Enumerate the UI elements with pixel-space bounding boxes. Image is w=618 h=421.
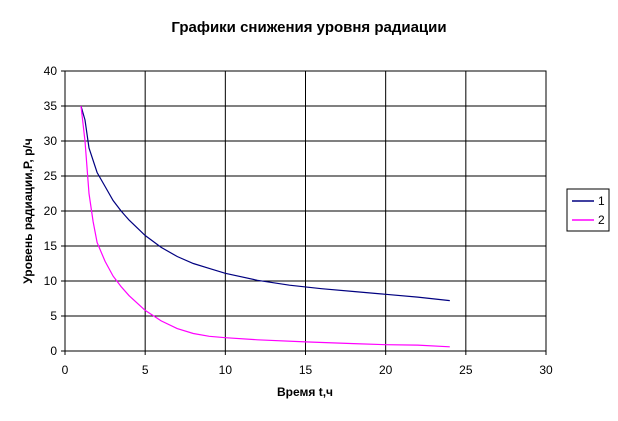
x-tick-label: 15 — [299, 363, 313, 377]
x-axis-label: Время t,ч — [277, 385, 333, 399]
y-tick-label: 30 — [44, 134, 58, 148]
y-axis-ticks: 0 5 10 15 20 25 30 35 40 — [44, 64, 65, 358]
y-axis-label: Уровень радиации,P, р/ч — [21, 138, 35, 283]
legend-label-1: 1 — [598, 194, 605, 208]
x-tick-label: 0 — [62, 363, 69, 377]
y-tick-label: 0 — [50, 344, 57, 358]
y-tick-label: 35 — [44, 99, 58, 113]
x-axis-ticks: 0 5 10 15 20 25 30 — [62, 351, 553, 377]
x-tick-label: 25 — [459, 363, 473, 377]
y-tick-label: 5 — [50, 309, 57, 323]
x-tick-label: 30 — [539, 363, 553, 377]
x-tick-label: 5 — [142, 363, 149, 377]
legend-label-2: 2 — [598, 213, 605, 227]
series-layer — [80, 105, 450, 348]
y-tick-label: 10 — [44, 274, 58, 288]
series-line-2 — [80, 105, 450, 348]
grid — [65, 71, 546, 351]
x-tick-label: 20 — [379, 363, 393, 377]
series-line-1 — [80, 105, 450, 302]
x-tick-label: 10 — [219, 363, 233, 377]
y-tick-label: 25 — [44, 169, 58, 183]
chart-title: Графики снижения уровня радиации — [171, 19, 446, 36]
y-tick-label: 40 — [44, 64, 58, 78]
legend-box — [566, 188, 610, 232]
y-tick-label: 15 — [44, 239, 58, 253]
legend: 12 — [566, 188, 610, 232]
y-tick-label: 20 — [44, 204, 58, 218]
